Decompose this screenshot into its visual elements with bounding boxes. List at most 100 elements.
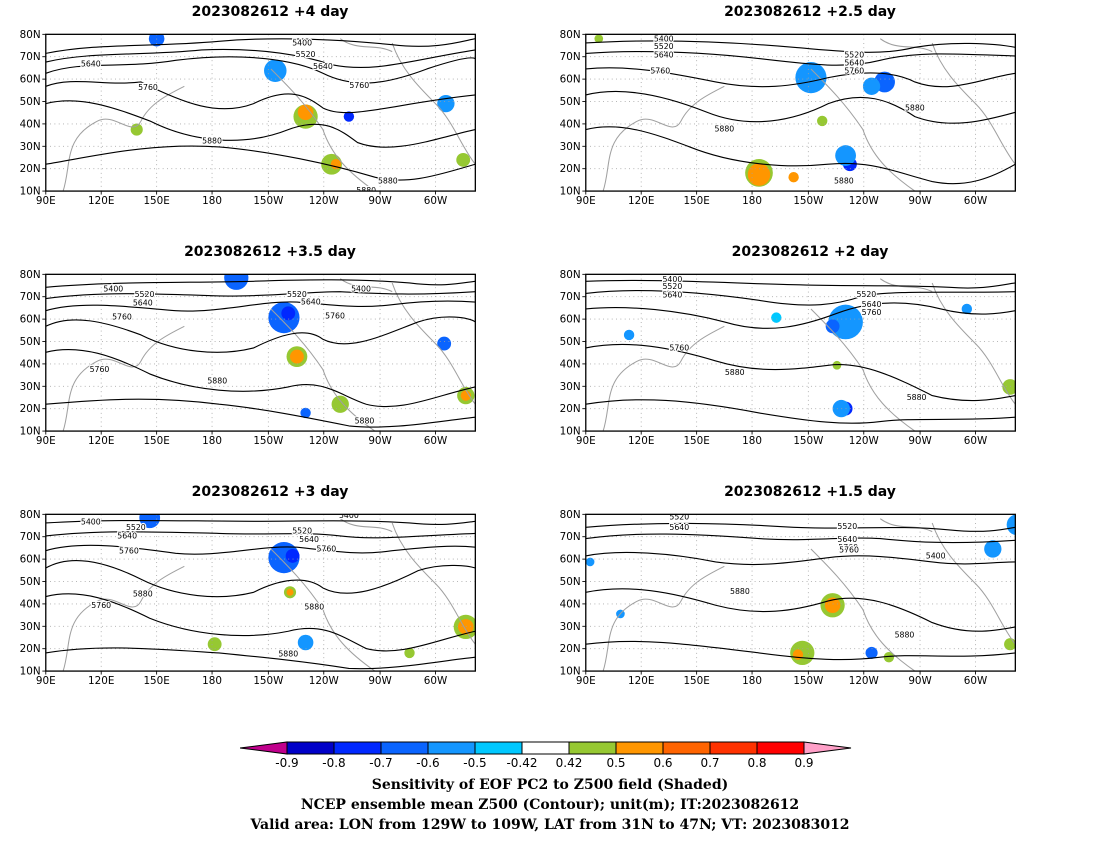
lat-label: 20N <box>20 643 41 655</box>
sensitivity-shading <box>264 59 287 82</box>
lon-label: 120E <box>88 675 114 687</box>
z500-contour <box>45 300 476 312</box>
contour-label: 5640 <box>299 535 319 544</box>
coastline <box>602 565 725 672</box>
contour-label: 5400 <box>654 34 674 43</box>
contour-label: 5760 <box>838 543 858 552</box>
sensitivity-shading <box>456 152 471 167</box>
lat-label: 50N <box>20 96 41 108</box>
lat-label: 40N <box>560 118 581 130</box>
coastline <box>602 85 725 192</box>
lon-label: 120E <box>628 675 654 687</box>
lat-label: 60N <box>560 554 581 566</box>
coastline <box>810 308 916 432</box>
lat-label: 70N <box>20 51 41 63</box>
lat-label: 10N <box>560 426 581 438</box>
colorbar-tick-label: -0.6 <box>416 756 439 770</box>
contour-label: 5640 <box>837 535 857 544</box>
lat-label: 30N <box>560 621 581 633</box>
colorbar-segment <box>380 741 429 755</box>
z500-contour <box>585 588 1016 632</box>
z500-contour <box>585 551 1016 566</box>
lat-label: 30N <box>20 141 41 153</box>
sensitivity-shading <box>207 637 222 652</box>
sensitivity-shading <box>585 557 595 567</box>
lat-label: 50N <box>20 576 41 588</box>
lon-label: 120W <box>309 195 339 207</box>
contour-label: 5400 <box>351 285 371 294</box>
lat-label: 70N <box>560 531 581 543</box>
z500-contour <box>45 38 476 54</box>
lat-label: 60N <box>560 314 581 326</box>
sensitivity-shading <box>862 77 881 95</box>
contour-label: 5400 <box>292 39 312 48</box>
z500-contour <box>45 544 476 555</box>
sensitivity-shading <box>437 336 452 351</box>
map-body: 5400552056405760552056405760540057605880… <box>45 274 476 432</box>
lon-label: 180 <box>202 195 222 207</box>
sensitivity-shading <box>865 646 878 659</box>
sensitivity-shading <box>285 548 300 563</box>
panel-title: 2023082612 +3 day <box>191 484 349 500</box>
lon-label: 90W <box>908 675 931 687</box>
z500-contour <box>45 56 476 84</box>
lat-label: 20N <box>560 643 581 655</box>
contour-label: 5400 <box>81 518 101 527</box>
lon-label: 90E <box>576 195 596 207</box>
contour-label: 5520 <box>292 526 312 535</box>
sensitivity-shading <box>832 399 850 418</box>
colorbar-tick-label: -0.9 <box>275 756 298 770</box>
lat-label: 30N <box>20 381 41 393</box>
lat-label: 70N <box>20 531 41 543</box>
lat-label: 80N <box>20 30 41 41</box>
colorbar-tick-label: -0.5 <box>463 756 486 770</box>
coastline <box>602 325 725 432</box>
colorbar-arrow-left <box>240 741 288 755</box>
colorbar-tick-label: 0.5 <box>606 756 625 770</box>
sensitivity-shading <box>1002 379 1016 395</box>
contour-label: 5760 <box>325 311 345 320</box>
lon-label: 150W <box>793 435 823 447</box>
colorbar-tick-label: 0.9 <box>794 756 813 770</box>
lat-label: 20N <box>20 163 41 175</box>
lon-label: 150E <box>683 675 709 687</box>
colorbar-tick-label: 0.8 <box>747 756 766 770</box>
z500-contour <box>45 349 476 408</box>
z500-contour <box>585 40 1016 53</box>
sensitivity-shading <box>623 329 635 341</box>
contour-label: 5640 <box>844 59 864 68</box>
colorbar-segment <box>286 741 335 755</box>
lat-label: 80N <box>560 510 581 521</box>
z500-contour <box>45 316 476 353</box>
sensitivity-shading <box>795 62 827 94</box>
lon-label: 150E <box>683 195 709 207</box>
sensitivity-shading <box>290 349 304 364</box>
panel-title: 2023082612 +2 day <box>731 244 889 260</box>
z500-contour <box>585 279 1016 289</box>
contour-label: 5880 <box>133 590 153 599</box>
lon-label: 90W <box>908 195 931 207</box>
lon-label: 180 <box>202 435 222 447</box>
lon-label: 120W <box>309 435 339 447</box>
lon-label: 120E <box>88 195 114 207</box>
contour-label: 5880 <box>895 630 915 639</box>
contour-label: 5880 <box>378 176 398 185</box>
lat-label: 50N <box>20 336 41 348</box>
map-frame <box>585 513 1016 672</box>
lon-label: 180 <box>742 435 762 447</box>
lon-label: 60W <box>424 195 447 207</box>
caption-line-3: Valid area: LON from 129W to 109W, LAT f… <box>250 817 850 833</box>
lon-label: 90E <box>36 435 56 447</box>
contour-label: 5760 <box>316 545 336 554</box>
lat-label: 50N <box>560 96 581 108</box>
coastline <box>270 548 376 672</box>
lat-label: 40N <box>20 118 41 130</box>
contour-label: 5520 <box>662 282 682 291</box>
lat-label: 30N <box>560 141 581 153</box>
sensitivity-shading <box>792 649 804 660</box>
coastline <box>270 308 376 432</box>
